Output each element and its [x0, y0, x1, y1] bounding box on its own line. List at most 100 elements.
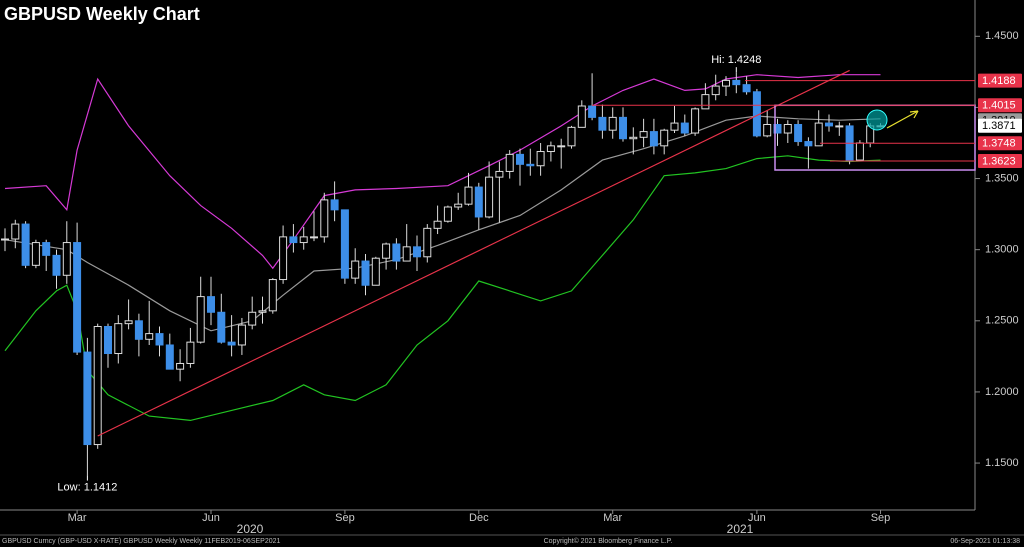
candle-body: [299, 236, 308, 244]
moving-average: [4, 115, 881, 332]
year-label: 2021: [727, 522, 754, 536]
candle-body: [814, 122, 823, 147]
candle-body: [258, 310, 267, 313]
candle-body: [443, 206, 452, 222]
candle-body: [52, 254, 61, 276]
candle-body: [804, 141, 813, 147]
candle-body: [691, 108, 700, 134]
candle-body: [382, 243, 391, 259]
candle-body: [413, 246, 421, 258]
candle-body: [660, 129, 669, 147]
candle-body: [773, 123, 782, 134]
candle-body: [83, 351, 92, 446]
candle-body: [783, 123, 792, 134]
level-label: 1.3871: [982, 120, 1016, 132]
footer-date: 06-Sep-2021 01:13:38: [950, 538, 1020, 545]
candle-body: [670, 122, 679, 131]
x-tick-label: Dec: [469, 512, 489, 524]
candle-body: [361, 260, 370, 286]
level-label: 1.4015: [982, 100, 1016, 112]
candle-body: [485, 176, 494, 218]
candle-body: [340, 209, 349, 279]
arrow: [886, 110, 919, 129]
candle-body: [598, 116, 607, 131]
candle-body: [495, 170, 504, 178]
candle-body: [536, 151, 545, 167]
candle-body: [722, 79, 730, 87]
candle-body: [330, 199, 339, 211]
candle-body: [196, 296, 205, 343]
candle-body: [248, 311, 257, 326]
x-tick-label: Jun: [748, 512, 766, 524]
candle-body: [732, 79, 741, 86]
candle-body: [93, 325, 102, 446]
y-tick-label: 1.1500: [985, 457, 1019, 469]
candle-body: [639, 131, 648, 138]
y-tick-label: 1.4500: [985, 30, 1019, 42]
level-tag: [978, 136, 1022, 151]
level-tag: [978, 118, 1022, 133]
candle-body: [310, 236, 318, 239]
candle-body: [619, 116, 627, 140]
candle-body: [104, 325, 112, 355]
candle-body: [516, 153, 524, 165]
y-tick-label: 1.3500: [985, 172, 1019, 184]
level-tag: [978, 73, 1022, 88]
candle-body: [835, 125, 844, 128]
candle-body: [371, 257, 380, 286]
candle-body: [794, 123, 803, 143]
candle-body: [608, 116, 617, 131]
candle-body: [825, 122, 833, 127]
low-annotation: Low: 1.1412: [57, 481, 117, 493]
candle-body: [11, 223, 20, 240]
candle-body: [454, 203, 463, 208]
candle-body: [392, 243, 401, 262]
candle-body: [711, 85, 720, 96]
x-tick-label: Sep: [335, 512, 355, 524]
candle-body: [155, 333, 164, 346]
candle-body: [289, 236, 298, 244]
candle-body: [629, 136, 638, 140]
candle-body: [21, 223, 30, 266]
level-label: 1.3748: [982, 138, 1016, 150]
x-tick-label: Mar: [603, 512, 622, 524]
candle-body: [474, 186, 483, 218]
candle-body: [855, 142, 864, 161]
level-label: 1.3623: [982, 155, 1016, 167]
candle-body: [320, 199, 329, 238]
candle-body: [649, 131, 658, 147]
candle-body: [557, 145, 566, 148]
candle-body: [505, 153, 514, 172]
candle-body: [680, 122, 689, 134]
candle-body: [62, 242, 71, 276]
candle-body: [402, 246, 411, 262]
high-annotation: Hi: 1.4248: [711, 54, 761, 66]
candle-body: [176, 362, 185, 370]
candle-body: [1, 238, 9, 241]
candle-body: [227, 341, 236, 346]
candle-body: [763, 123, 772, 137]
level-label: 1.4188: [982, 75, 1016, 87]
candle-body: [546, 145, 555, 153]
y-tick-label: 1.3000: [985, 244, 1019, 256]
candle-body: [279, 236, 288, 281]
candle-body: [124, 320, 133, 325]
candle-body: [351, 260, 360, 279]
x-tick-label: Sep: [871, 512, 891, 524]
candle-body: [577, 105, 586, 128]
candle-body: [186, 341, 195, 364]
candle-body: [237, 324, 246, 346]
candle-body: [31, 242, 40, 266]
candle-body: [134, 320, 143, 340]
y-tick-label: 1.2500: [985, 315, 1019, 327]
level-tag: [978, 154, 1022, 169]
year-label: 2020: [237, 522, 264, 536]
candle-body: [165, 344, 174, 370]
highlight-circle: [866, 109, 888, 131]
level-tag: [978, 98, 1022, 113]
candle-body: [114, 323, 123, 355]
candle-body: [464, 186, 473, 205]
candle-body: [145, 333, 154, 340]
footer-source: GBPUSD Curncy (GBP-USD X-RATE) GBPUSD We…: [2, 538, 281, 545]
